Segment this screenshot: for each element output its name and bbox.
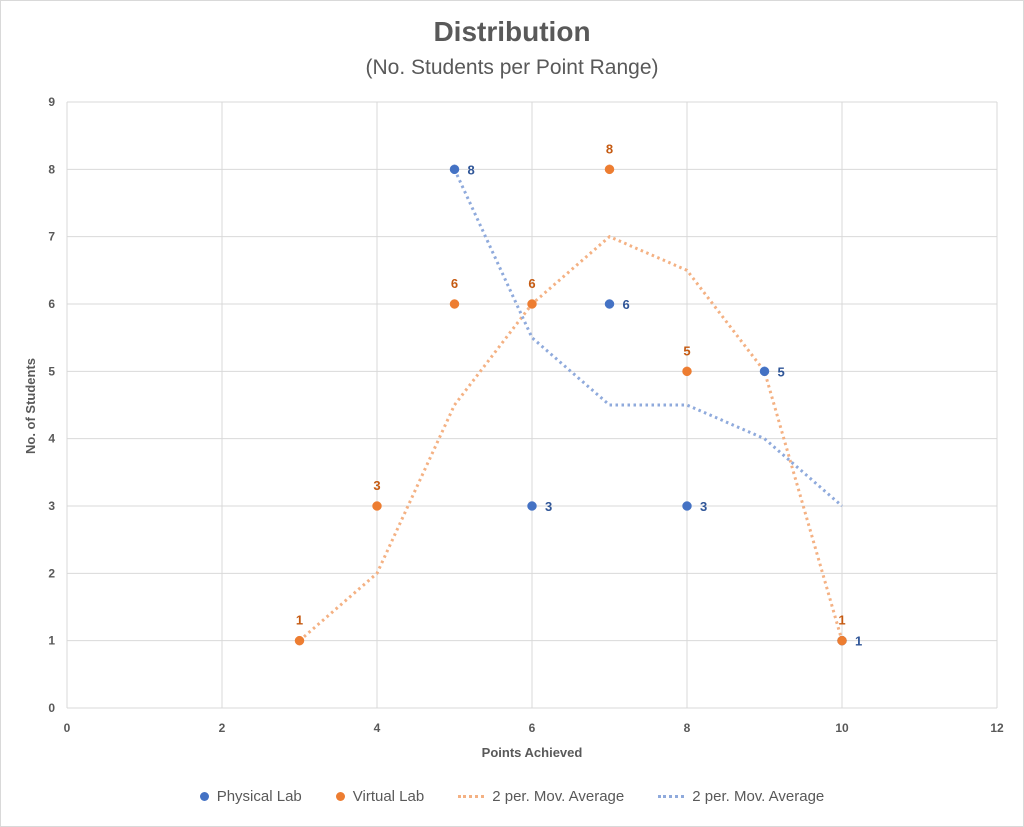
virtual-lab-data-label: 3 [373,478,380,493]
physical-lab-data-label: 5 [778,364,785,379]
physical-lab-data-label: 8 [468,162,475,177]
y-tick-label: 8 [48,162,55,176]
legend-label: 2 per. Mov. Average [492,788,625,805]
trend-line-3 [453,168,843,508]
x-tick-label: 0 [64,721,71,735]
physical-lab-point [527,501,537,511]
trend-line-2 [298,234,844,642]
virtual-lab-point [837,635,847,646]
virtual-lab-point [372,501,382,511]
virtual-lab-data-label: 1 [296,613,303,628]
legend-dotted-line-icon [458,795,485,798]
y-tick-label: 3 [48,499,55,513]
y-axis-label: No. of Students [23,358,38,454]
virtual-lab-point [682,366,692,377]
legend-dot-icon [199,792,209,801]
virtual-lab-data-label: 8 [606,141,613,156]
legend-item: 2 per. Mov. Average [458,788,624,805]
y-tick-label: 2 [48,566,55,580]
trend-lines [298,168,844,642]
legend-item: Physical Lab [199,788,302,805]
y-tick-label: 4 [48,432,55,446]
chart-title: Distribution [433,16,591,47]
x-axis-label: Points Achieved [482,745,583,760]
y-tick-label: 0 [48,701,55,715]
x-tick-label: 2 [219,721,226,735]
chart-subtitle: (No. Students per Point Range) [365,56,659,79]
legend-dotted-line-icon [658,795,685,798]
y-tick-label: 7 [48,230,55,244]
virtual-lab-point [527,299,537,309]
virtual-lab-point [449,299,460,309]
physical-lab-data-label: 6 [623,297,630,312]
physical-lab-point [682,501,692,511]
x-tick-label: 10 [835,721,849,735]
legend-label: 2 per. Mov. Average [692,788,825,805]
y-tick-label: 9 [48,95,55,109]
y-tick-label: 5 [48,364,55,378]
legend: Physical Lab Virtual Lab 2 per. Mov. Avera… [0,788,1024,805]
legend-item: 2 per. Mov. Average [658,788,824,805]
y-tick-label: 6 [48,297,55,311]
virtual-lab-data-label: 6 [451,276,458,291]
x-tick-label: 8 [684,721,691,735]
legend-dot-icon [335,792,345,801]
y-tick-label: 1 [48,634,55,648]
virtual-lab-point [294,635,305,646]
physical-lab-data-label: 1 [855,634,862,649]
x-tick-label: 6 [529,721,536,735]
x-tick-label: 12 [990,721,1004,735]
physical-lab-point [449,164,460,175]
physical-lab-point [759,366,770,377]
legend-label: Virtual Lab [352,788,425,805]
gridlines [66,101,998,709]
data-points [294,164,847,646]
x-tick-label: 4 [374,721,381,735]
physical-lab-point [604,299,615,309]
virtual-lab-data-label: 6 [528,276,535,291]
virtual-lab-point [604,164,615,175]
virtual-lab-data-label: 5 [683,343,690,358]
physical-lab-data-label: 3 [700,499,707,514]
legend-label: Physical Lab [216,788,302,805]
physical-lab-data-label: 3 [545,499,552,514]
virtual-lab-data-label: 1 [838,613,845,628]
legend-item: Virtual Lab [335,788,425,805]
